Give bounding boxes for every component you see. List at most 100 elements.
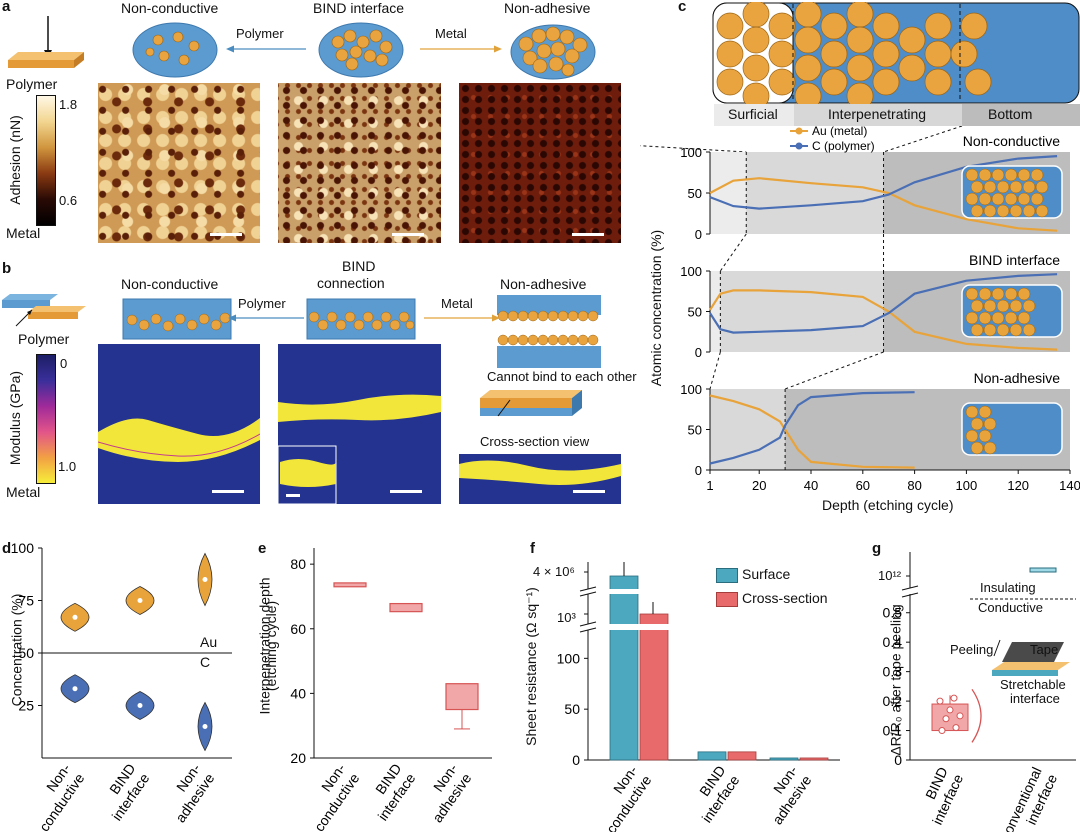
panel-a-title-1: Non-conductive	[121, 0, 219, 16]
region-interpenetrating	[794, 104, 962, 126]
region-label-interpenetrating: Interpenetrating	[828, 106, 927, 122]
bind-section-icon	[306, 298, 416, 340]
gold-particle	[970, 417, 984, 431]
tape-interface-icon	[992, 670, 1058, 676]
panel-e: e Interpenetration depth (etching cycle)…	[252, 538, 522, 832]
colorbar-title: Modulus (GPa)	[7, 370, 24, 466]
x-tick-label: 40	[804, 478, 818, 493]
gold-particle	[846, 54, 874, 82]
y-tick-label: 0	[894, 752, 902, 768]
gold-particle	[742, 26, 770, 54]
data-point	[952, 724, 960, 732]
bar-cross-section	[727, 751, 757, 761]
polymer-section-icon	[122, 298, 232, 340]
x-tick-label: 120	[1007, 478, 1029, 493]
panel-a-title-3: Non-adhesive	[504, 0, 591, 16]
axis-break-mark	[579, 621, 597, 627]
bar-surface	[609, 575, 639, 761]
region-label-bottom: Bottom	[988, 106, 1033, 122]
x-tick-label: 60	[856, 478, 870, 493]
legend-surface: Surface	[742, 566, 791, 582]
y-tick-label: 0	[572, 752, 580, 768]
gold-particle	[924, 40, 952, 68]
region-bottom	[962, 104, 1080, 126]
gold-particle	[1004, 287, 1018, 301]
y-tick-label: 100	[680, 264, 702, 279]
gold-particle	[846, 82, 874, 104]
y-tick-label: 25	[18, 698, 34, 714]
y-tick-label: 80	[290, 556, 306, 572]
gold-particle	[978, 405, 992, 419]
panel-f: f Sheet resistance (Ω sq⁻¹) 0 50 100 Non-co…	[520, 538, 850, 832]
axis-break	[580, 589, 640, 594]
y-tick-label: 0.2	[883, 693, 903, 709]
data-point	[942, 715, 950, 723]
gold-particle	[872, 40, 900, 68]
gold-particle	[978, 429, 992, 443]
panel-b: b Non-conductive BIND connection Non-adh…	[0, 258, 700, 508]
gold-particle	[1017, 168, 1031, 182]
scale-bar	[210, 233, 242, 236]
tape-interface-icon	[992, 662, 1070, 670]
bind-blob-icon	[318, 22, 404, 78]
x-tick-label: 80	[907, 478, 921, 493]
series-line-c	[709, 391, 915, 465]
x-tick-label: 140	[1059, 478, 1080, 493]
afm-map-non-conductive	[98, 83, 260, 243]
region-label-surficial: Surficial	[728, 106, 778, 122]
series-line-c	[709, 155, 1058, 210]
panel-b-title-2a: BIND	[342, 258, 376, 274]
violin-median	[202, 724, 208, 729]
chart-c-ylabel: Atomic concentration (%)	[648, 229, 665, 387]
label-insulating: Insulating	[980, 580, 1036, 595]
panel-b-title-2b: connection	[317, 275, 385, 291]
afm-map-non-adhesive	[459, 83, 621, 243]
gold-particle	[983, 299, 997, 313]
data-point	[946, 706, 954, 714]
panel-b-title-3: Non-adhesive	[500, 276, 587, 292]
panel-c: c Surficial Interpenetrating Bottom 0 50 1…	[640, 0, 1080, 520]
y-tick-label: 0	[695, 345, 702, 360]
gold-particle	[991, 168, 1005, 182]
panel-letter: d	[2, 540, 12, 557]
y-tick-label: 50	[564, 701, 580, 717]
gold-particle	[794, 26, 822, 54]
gold-particle	[846, 26, 874, 54]
colorbar-min: 1.0	[58, 459, 77, 474]
chart-c-xlabel: Depth (etching cycle)	[822, 497, 954, 513]
depth-profile-chart: 0 50 100 Non-conductive 0 50 100 BIND interface…	[640, 126, 1080, 493]
violin-median	[137, 703, 143, 708]
gold-particle	[1022, 204, 1036, 218]
gold-particle	[1004, 192, 1018, 206]
gold-particle	[924, 68, 952, 96]
gold-particle	[1009, 323, 1023, 337]
gold-particle	[820, 40, 848, 68]
panel-b-title-1: Non-conductive	[121, 276, 219, 292]
gold-particle	[983, 180, 997, 194]
label-stretchable-2: interface	[1010, 691, 1060, 706]
y-tick-label: 60	[290, 621, 306, 637]
x-category-label: Non-conductive	[311, 760, 363, 832]
gold-particle	[970, 441, 984, 455]
violin-median	[72, 614, 78, 620]
x-category-label: Non-conductive	[36, 760, 88, 832]
ytick-top: 10¹²	[878, 568, 902, 583]
guide-line	[784, 351, 884, 390]
gold-particle	[846, 2, 874, 28]
legend-marker-c	[795, 142, 803, 150]
bar-cross-section	[799, 757, 829, 761]
gold-particle	[965, 429, 979, 443]
note-cannot-bind: Cannot bind to each other	[487, 369, 637, 384]
gold-particle	[742, 82, 770, 104]
y-tick-label: 40	[290, 685, 306, 701]
legend-cross: Cross-section	[742, 590, 828, 606]
metal-blob-icon	[510, 24, 596, 80]
label-conductive: Conductive	[978, 600, 1044, 615]
gold-particle	[965, 168, 979, 182]
axis-break-mark	[901, 592, 919, 598]
legend-marker-au	[795, 127, 803, 135]
gold-particle	[978, 192, 992, 206]
chart-subtitle: Non-conductive	[963, 133, 1060, 149]
